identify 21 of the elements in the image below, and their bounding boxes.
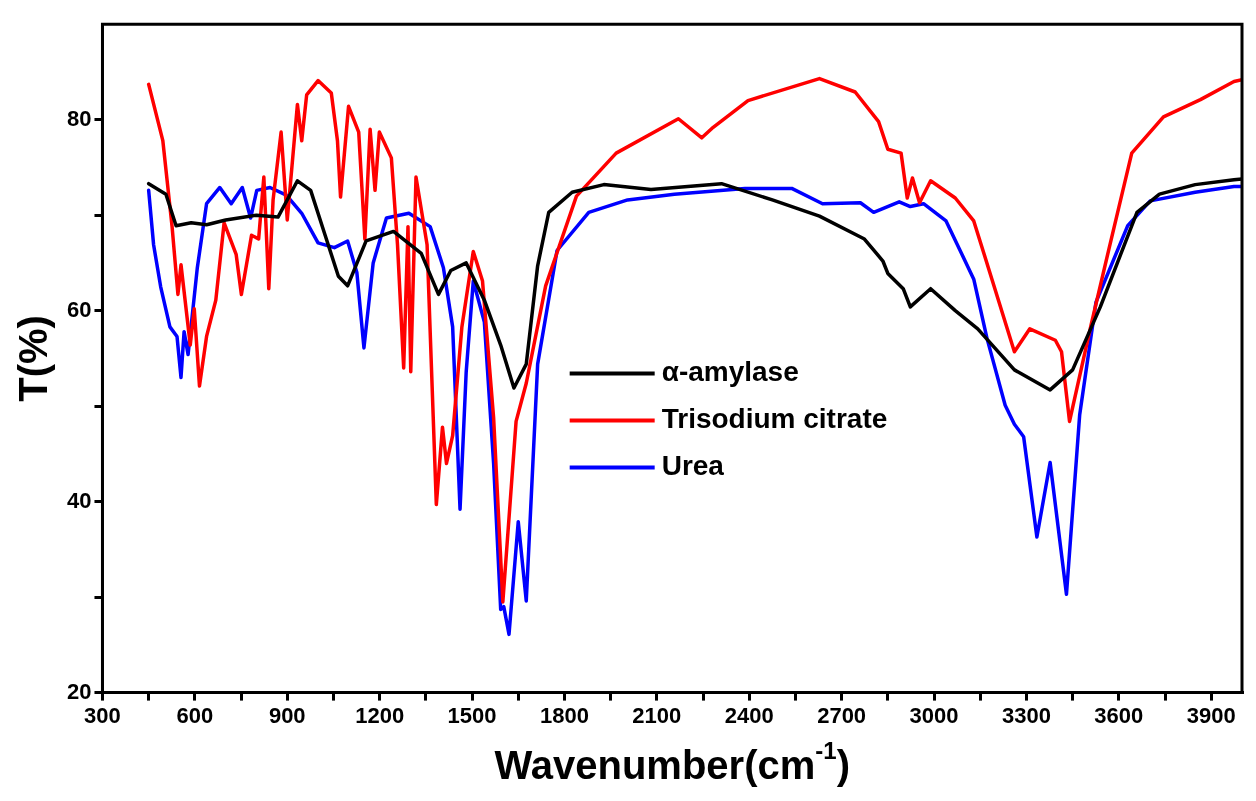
x-tick-label: 1500 [447, 702, 497, 728]
y-tick-label: 80 [66, 105, 92, 131]
x-tick-label: 3900 [1186, 702, 1236, 728]
y-tick-label: 20 [66, 678, 92, 704]
x-tick-label: 2700 [817, 702, 867, 728]
legend-label: α-amylase [661, 356, 799, 388]
x-tick-label: 1200 [355, 702, 405, 728]
x-tick-label: 2400 [724, 702, 774, 728]
x-tick-label: 2100 [632, 702, 682, 728]
x-tick-label: 3300 [1001, 702, 1051, 728]
x-tick-label: 1800 [539, 702, 589, 728]
x-tick-label: 600 [176, 702, 214, 728]
x-tick-label: 300 [84, 702, 121, 728]
y-axis-title: T(%) [11, 315, 56, 402]
legend-label: Trisodium citrate [661, 403, 888, 435]
x-tick-label: 900 [268, 702, 306, 728]
y-tick-label: 60 [66, 296, 92, 322]
x-tick-label: 3600 [1094, 702, 1144, 728]
legend-label: Urea [661, 450, 725, 482]
x-tick-label: 3000 [909, 702, 959, 728]
y-tick-label: 40 [66, 487, 92, 513]
